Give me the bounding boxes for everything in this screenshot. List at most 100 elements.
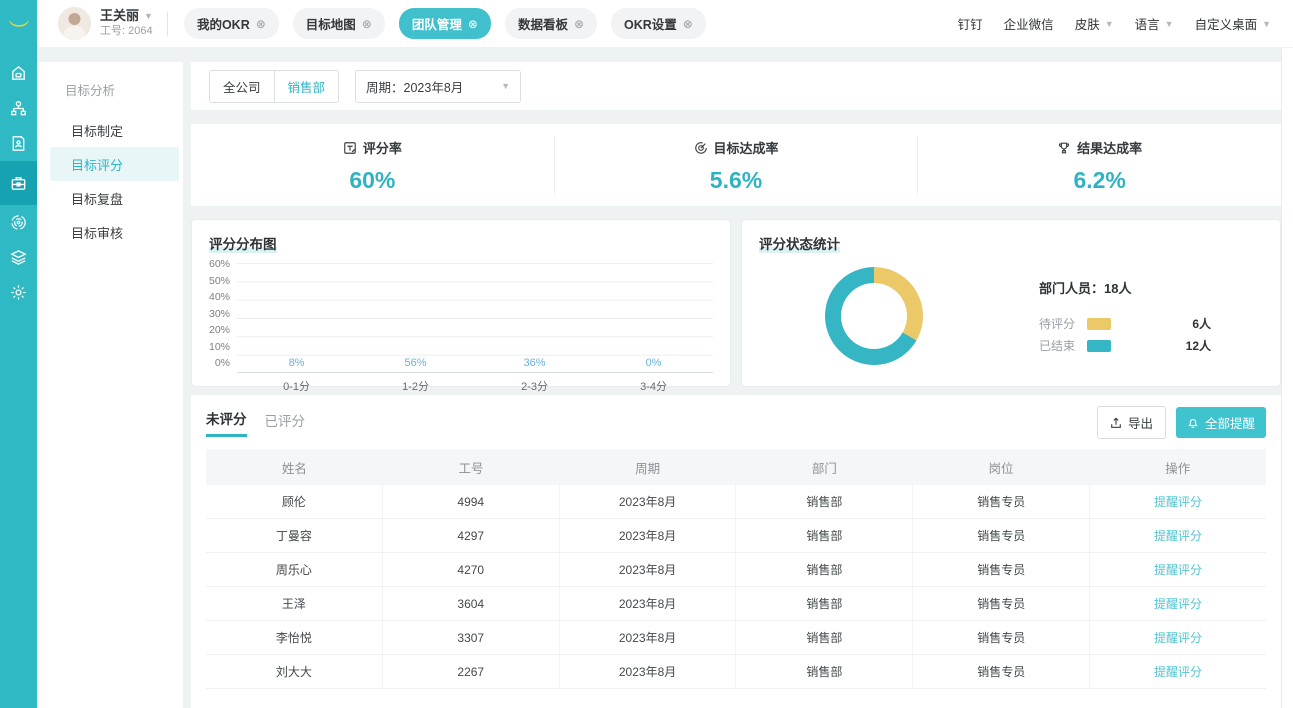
bell-icon bbox=[1188, 418, 1198, 428]
layers-icon bbox=[10, 250, 27, 265]
user-name-dropdown[interactable]: 王关丽 ▼ bbox=[100, 8, 153, 24]
tab-okr-settings[interactable]: OKR设置 ⊗ bbox=[611, 8, 706, 39]
menu-wecom[interactable]: 企业微信 bbox=[1004, 14, 1054, 33]
tab-goal-map[interactable]: 目标地图 ⊗ bbox=[292, 8, 385, 39]
cell-name: 顾伦 bbox=[206, 485, 383, 518]
divider bbox=[166, 11, 168, 36]
trophy-icon bbox=[1059, 142, 1070, 153]
y-tick: 50% bbox=[209, 274, 231, 287]
close-icon[interactable]: ⊗ bbox=[682, 16, 693, 31]
employee-id: 工号: 2064 bbox=[100, 25, 153, 38]
remind-score-link[interactable]: 提醒评分 bbox=[1154, 529, 1203, 543]
tab-data-dashboard[interactable]: 数据看板 ⊗ bbox=[504, 8, 598, 39]
legend-row-pending: 待评分 6人 bbox=[1039, 315, 1211, 332]
rail-layers[interactable] bbox=[0, 240, 37, 275]
y-tick: 40% bbox=[209, 291, 231, 303]
tab-label: 目标地图 bbox=[305, 18, 356, 32]
bar-value-label: 56% bbox=[404, 357, 427, 369]
legend-count: 12人 bbox=[1185, 339, 1211, 353]
rail-fingerprint[interactable] bbox=[0, 205, 37, 240]
content-wrap: 目标分析 目标制定 目标评分 目标复盘 目标审核 全公司 销售部 周期：2023… bbox=[37, 48, 1293, 708]
menu-language[interactable]: 语言 ▼ bbox=[1135, 14, 1174, 33]
chevron-down-icon: ▼ bbox=[1104, 18, 1114, 29]
org-chart-icon bbox=[11, 100, 26, 116]
tab-label: 我的OKR bbox=[196, 18, 250, 32]
remind-score-link[interactable]: 提醒评分 bbox=[1154, 495, 1203, 509]
menu-label: 企业微信 bbox=[1003, 18, 1054, 32]
remind-score-link[interactable]: 提醒评分 bbox=[1154, 665, 1203, 679]
rail-home[interactable] bbox=[0, 56, 37, 91]
tab-label: OKR设置 bbox=[624, 18, 677, 32]
rail-briefcase-active[interactable] bbox=[0, 161, 37, 205]
chevron-down-icon: ▼ bbox=[501, 81, 511, 91]
remind-score-link[interactable]: 提醒评分 bbox=[1154, 563, 1203, 577]
chart-title: 评分状态统计 bbox=[759, 233, 840, 253]
topbar-right-menu: 钉钉 企业微信 皮肤 ▼ 语言 ▼ 自定义桌面 ▼ bbox=[958, 14, 1293, 33]
cell-post: 销售专员 bbox=[913, 485, 1091, 518]
close-icon[interactable]: ⊗ bbox=[467, 16, 478, 31]
tab-team-management[interactable]: 团队管理 ⊗ bbox=[398, 8, 491, 39]
table-row: 李怡悦 3307 2023年8月 销售部 销售专员 提醒评分 bbox=[206, 621, 1266, 655]
rail-org-chart[interactable] bbox=[0, 91, 37, 126]
cell-department: 销售部 bbox=[736, 621, 914, 654]
menu-custom-desktop[interactable]: 自定义桌面 ▼ bbox=[1195, 14, 1271, 33]
tab-unscored[interactable]: 未评分 bbox=[206, 408, 247, 437]
sidebar-item-goal-review[interactable]: 目标复盘 bbox=[71, 191, 124, 207]
sidebar-item-goal-setting[interactable]: 目标制定 bbox=[71, 123, 124, 139]
donut-hole bbox=[841, 283, 907, 349]
sidebar-item-goal-scoring[interactable]: 目标评分 bbox=[50, 147, 179, 181]
scope-sales-dept-button[interactable]: 销售部 bbox=[273, 70, 339, 102]
x-tick: 2-3分 bbox=[521, 381, 548, 393]
cell-name: 周乐心 bbox=[206, 553, 383, 586]
avatar[interactable] bbox=[58, 7, 91, 40]
topbar: 王关丽 ▼ 工号: 2064 我的OKR ⊗ 目标地图 ⊗ 团队管理 ⊗ 数据看… bbox=[0, 0, 1293, 48]
cell-name: 丁曼容 bbox=[206, 519, 383, 552]
donut-legend: 部门人员：18人 待评分 6人 已结束 12人 bbox=[1039, 278, 1211, 354]
cell-period: 2023年8月 bbox=[560, 519, 737, 552]
scrollbar[interactable] bbox=[1281, 48, 1293, 708]
briefcase-icon bbox=[11, 176, 26, 190]
bar-value-label: 0% bbox=[645, 357, 662, 369]
workspace-tabs: 我的OKR ⊗ 目标地图 ⊗ 团队管理 ⊗ 数据看板 ⊗ OKR设置 ⊗ bbox=[183, 8, 706, 39]
cell-post: 销售专员 bbox=[913, 621, 1091, 654]
cell-period: 2023年8月 bbox=[560, 587, 737, 620]
table-toolbar: 未评分 已评分 导出 全部提醒 bbox=[206, 406, 1266, 439]
cell-employee-id: 3307 bbox=[383, 621, 560, 654]
cell-period: 2023年8月 bbox=[560, 485, 737, 518]
stat-label: 评分率 bbox=[362, 141, 402, 156]
rail-settings[interactable] bbox=[0, 275, 37, 310]
remind-score-link[interactable]: 提醒评分 bbox=[1154, 597, 1203, 611]
y-tick: 0% bbox=[214, 357, 231, 369]
export-button[interactable]: 导出 bbox=[1096, 406, 1166, 439]
sidebar-item-goal-audit[interactable]: 目标审核 bbox=[71, 225, 124, 241]
donut-wrap: 部门人员：18人 待评分 6人 已结束 12人 bbox=[759, 267, 1263, 365]
close-icon[interactable]: ⊗ bbox=[255, 16, 266, 31]
x-tick: 3-4分 bbox=[640, 381, 667, 393]
app-shell: 目标分析 目标制定 目标评分 目标复盘 目标审核 全公司 销售部 周期：2023… bbox=[0, 48, 1293, 708]
period-select[interactable]: 周期：2023年8月 ▼ bbox=[355, 69, 522, 103]
x-tick: 1-2分 bbox=[402, 381, 429, 393]
cell-post: 销售专员 bbox=[913, 519, 1091, 552]
remind-all-button[interactable]: 全部提醒 bbox=[1175, 407, 1266, 438]
sidebar-section-title: 目标分析 bbox=[65, 84, 116, 98]
menu-dingtalk[interactable]: 钉钉 bbox=[958, 14, 983, 33]
col-employee-id: 工号 bbox=[458, 461, 484, 476]
tab-scored[interactable]: 已评分 bbox=[264, 413, 306, 429]
user-name: 王关丽 bbox=[100, 8, 140, 23]
remind-score-link[interactable]: 提醒评分 bbox=[1154, 631, 1203, 645]
cell-post: 销售专员 bbox=[913, 553, 1091, 586]
cell-post: 销售专员 bbox=[913, 655, 1091, 688]
tab-my-okr[interactable]: 我的OKR ⊗ bbox=[183, 8, 279, 39]
close-icon[interactable]: ⊗ bbox=[361, 16, 372, 31]
close-icon[interactable]: ⊗ bbox=[573, 16, 585, 31]
legend-row-finished: 已结束 12人 bbox=[1039, 337, 1211, 354]
app-logo[interactable] bbox=[0, 0, 37, 48]
scope-all-company-button[interactable]: 全公司 bbox=[210, 70, 274, 102]
cell-period: 2023年8月 bbox=[560, 655, 737, 688]
export-label: 导出 bbox=[1127, 417, 1153, 431]
plot-area: 8% 56% 36% 0% 0-1分 1-2分 2-3分 3-4分 bbox=[237, 263, 713, 394]
rail-document[interactable] bbox=[0, 126, 37, 161]
tab-label: 团队管理 bbox=[411, 18, 462, 32]
menu-skin[interactable]: 皮肤 ▼ bbox=[1075, 14, 1114, 33]
fingerprint-icon bbox=[11, 215, 26, 230]
